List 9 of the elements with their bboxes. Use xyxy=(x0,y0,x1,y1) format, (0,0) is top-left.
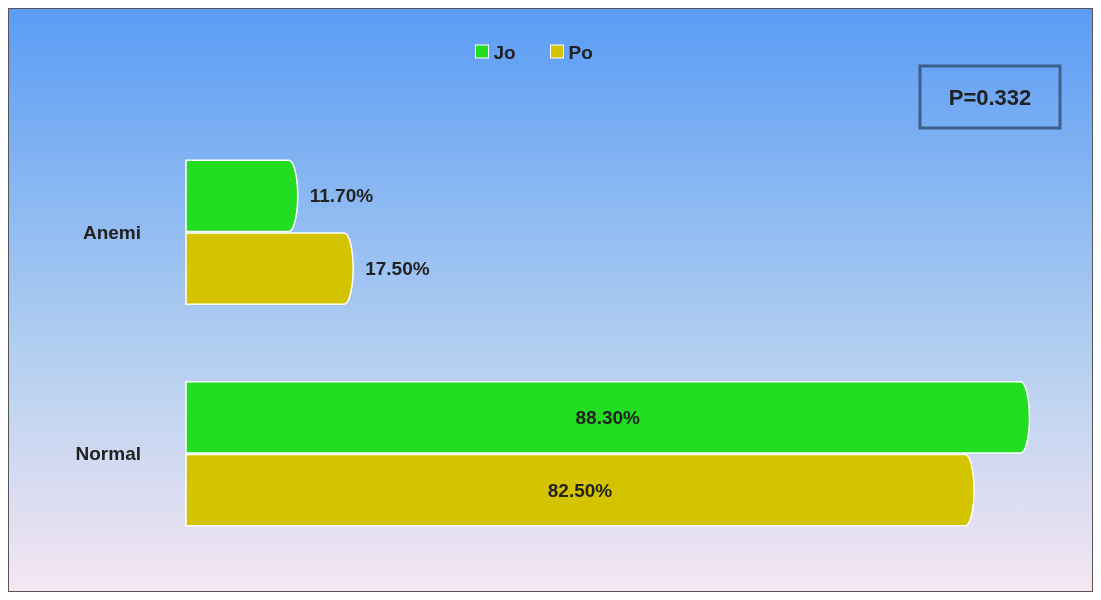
y-tick-label: Anemi xyxy=(82,221,141,243)
legend-label: Po xyxy=(568,41,593,63)
y-tick-label: Normal xyxy=(75,443,141,465)
data-label: 88.30% xyxy=(575,407,641,429)
data-label: 11.70% xyxy=(309,185,374,207)
data-label: 82.50% xyxy=(547,479,613,501)
data-label: 17.50% xyxy=(365,258,430,280)
text: P=0.332 xyxy=(948,84,1032,110)
legend-label: Jo xyxy=(493,41,516,63)
